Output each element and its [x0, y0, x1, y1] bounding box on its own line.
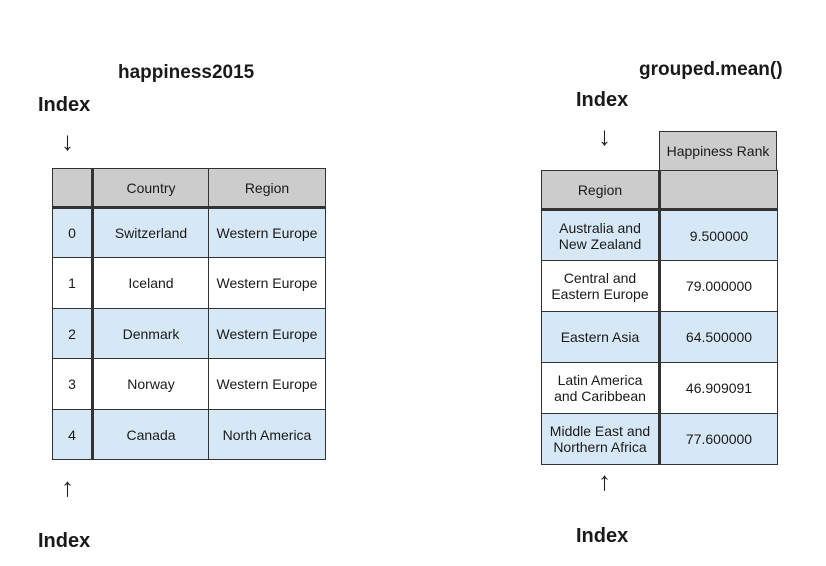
table-row: Middle East and Northern Africa 77.60000…: [541, 413, 778, 465]
left-country-cell: Switzerland: [92, 207, 209, 258]
right-dataframe-table: Region Australia and New Zealand 9.50000…: [541, 170, 778, 465]
happiness-rank-cell: 46.909091: [659, 362, 778, 414]
left-corner-header: [52, 168, 94, 209]
region-index-header: Region: [541, 170, 661, 211]
left-region-cell: North America: [208, 409, 326, 460]
left-region-cell: Western Europe: [208, 358, 326, 410]
table-row: 2 Denmark Western Europe: [52, 308, 326, 359]
happiness-rank-cell: 77.600000: [659, 413, 778, 465]
left-col-region-header: Region: [208, 168, 326, 209]
right-empty-header: [659, 170, 778, 211]
table-row: 4 Canada North America: [52, 409, 326, 460]
left-row-index: 3: [52, 358, 94, 410]
right-index-label-top: Index: [576, 89, 629, 111]
region-cell: Latin America and Caribbean: [541, 362, 661, 414]
left-country-cell: Norway: [92, 358, 209, 410]
up-arrow-icon: ↑: [598, 466, 611, 496]
table-row: Latin America and Caribbean 46.909091: [541, 362, 778, 414]
region-cell: Central and Eastern Europe: [541, 260, 661, 312]
table-row: Eastern Asia 64.500000: [541, 311, 778, 363]
left-country-cell: Iceland: [92, 257, 209, 309]
down-arrow-icon: ↓: [598, 121, 611, 151]
left-index-label-top: Index: [38, 94, 91, 116]
left-title: happiness2015: [118, 62, 255, 83]
down-arrow-icon: ↓: [61, 126, 74, 156]
left-region-cell: Western Europe: [208, 308, 326, 359]
happiness-rank-cell: 64.500000: [659, 311, 778, 363]
table-row: Australia and New Zealand 9.500000: [541, 209, 778, 261]
right-title: grouped.mean(): [639, 59, 783, 80]
left-dataframe-table: Country Region 0 Switzerland Western Eur…: [52, 168, 326, 460]
table-row: 0 Switzerland Western Europe: [52, 207, 326, 258]
happiness-rank-header: Happiness Rank: [659, 131, 777, 171]
table-row: 3 Norway Western Europe: [52, 358, 326, 410]
left-region-cell: Western Europe: [208, 207, 326, 258]
happiness-rank-cell: 79.000000: [659, 260, 778, 312]
region-cell: Middle East and Northern Africa: [541, 413, 661, 465]
table-row: 1 Iceland Western Europe: [52, 257, 326, 309]
right-index-label-bottom: Index: [576, 525, 629, 547]
up-arrow-icon: ↑: [61, 472, 74, 502]
left-region-cell: Western Europe: [208, 257, 326, 309]
left-col-country-header: Country: [92, 168, 209, 209]
left-country-cell: Canada: [92, 409, 209, 460]
table-row: Central and Eastern Europe 79.000000: [541, 260, 778, 312]
right-header-table: Happiness Rank: [659, 131, 777, 171]
left-row-index: 2: [52, 308, 94, 359]
left-country-cell: Denmark: [92, 308, 209, 359]
left-row-index: 4: [52, 409, 94, 460]
region-cell: Australia and New Zealand: [541, 209, 661, 261]
left-index-label-bottom: Index: [38, 530, 91, 552]
happiness-rank-cell: 9.500000: [659, 209, 778, 261]
region-cell: Eastern Asia: [541, 311, 661, 363]
left-row-index: 0: [52, 207, 94, 258]
left-row-index: 1: [52, 257, 94, 309]
